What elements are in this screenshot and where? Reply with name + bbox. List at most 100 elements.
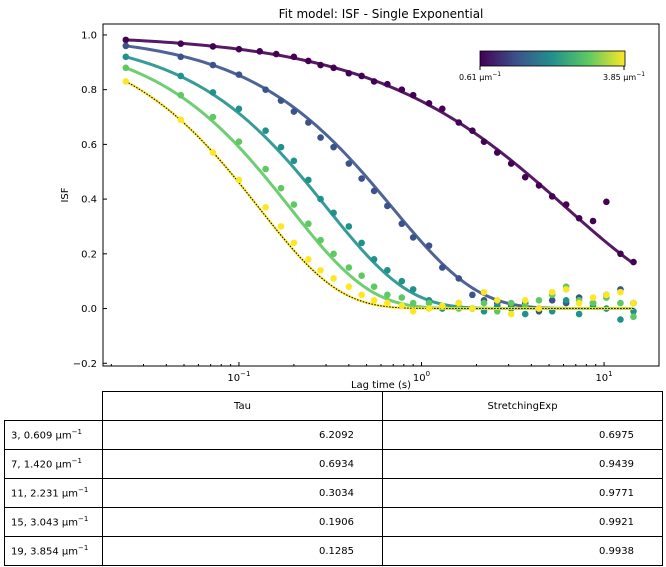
data-point xyxy=(177,116,185,124)
data-point xyxy=(305,176,312,184)
data-point xyxy=(330,275,337,282)
data-point xyxy=(262,165,269,173)
data-point xyxy=(398,294,406,301)
data-point xyxy=(235,138,243,145)
data-point xyxy=(235,105,243,113)
stretch-value: 0.9439 xyxy=(382,449,663,479)
data-point xyxy=(345,160,353,167)
data-point xyxy=(209,113,217,121)
x-tick-label: 100 xyxy=(413,370,430,384)
data-point xyxy=(345,264,353,271)
data-point xyxy=(575,214,583,222)
data-point xyxy=(535,297,543,304)
data-point xyxy=(409,307,417,315)
data-point xyxy=(384,266,391,274)
data-point xyxy=(480,138,488,145)
data-point xyxy=(603,291,610,299)
data-point xyxy=(122,53,130,61)
tau-value: 0.6934 xyxy=(102,449,383,479)
data-point xyxy=(277,184,285,192)
data-point xyxy=(480,288,488,296)
data-point xyxy=(317,195,324,203)
data-point xyxy=(384,299,391,307)
data-point xyxy=(122,42,130,50)
data-point xyxy=(469,127,476,134)
data-point xyxy=(562,201,570,208)
data-point xyxy=(235,176,243,184)
data-point xyxy=(562,286,570,293)
data-point xyxy=(575,299,583,307)
data-point xyxy=(617,288,624,296)
data-point xyxy=(345,283,353,290)
data-point xyxy=(507,310,515,318)
data-point xyxy=(617,299,624,307)
y-tick-label: −0.2 xyxy=(73,359,97,370)
data-point xyxy=(455,119,463,126)
data-point xyxy=(290,108,298,115)
fit-curve xyxy=(125,55,634,311)
data-point xyxy=(358,72,365,80)
colorbar: 0.61 μm−1 3.85 μm−1 xyxy=(459,50,645,82)
table-row: 11, 2.231 μm−1 0.3034 0.9771 xyxy=(4,478,663,508)
data-point xyxy=(262,86,269,93)
data-point xyxy=(398,302,406,310)
data-point xyxy=(370,78,378,85)
data-point xyxy=(439,302,446,310)
data-point xyxy=(425,242,433,249)
data-point xyxy=(305,119,312,126)
data-point xyxy=(305,255,312,263)
data-point xyxy=(209,43,217,50)
fit-curve xyxy=(125,66,634,311)
data-point xyxy=(548,288,556,296)
x-axis-label: Lag time (s) xyxy=(351,380,411,391)
data-point xyxy=(469,291,476,299)
fit-curve xyxy=(125,38,635,265)
y-tick-label: 0.8 xyxy=(81,85,97,96)
data-point xyxy=(277,223,285,230)
data-point xyxy=(384,80,391,88)
data-point xyxy=(305,57,312,65)
data-point xyxy=(122,64,130,72)
colorbar-max-label: 3.85 μm−1 xyxy=(603,71,645,82)
data-point xyxy=(589,299,597,307)
data-point xyxy=(177,40,185,47)
row-label: 3, 0.609 μm−1 xyxy=(4,420,103,450)
table-corner-cell xyxy=(4,391,103,421)
data-point xyxy=(370,283,378,290)
data-point xyxy=(358,239,365,247)
data-point xyxy=(177,91,185,99)
data-point xyxy=(256,48,264,55)
data-point xyxy=(358,291,365,299)
data-point xyxy=(290,239,298,247)
data-point xyxy=(384,202,391,210)
y-tick-label: 0.6 xyxy=(81,140,97,151)
data-point xyxy=(262,127,269,134)
data-point xyxy=(330,64,337,72)
stretch-value: 0.6975 xyxy=(382,420,663,450)
data-point xyxy=(305,220,312,228)
header-tau: Tau xyxy=(102,391,383,421)
data-point xyxy=(317,236,324,244)
data-point xyxy=(290,201,298,208)
data-point xyxy=(521,173,529,181)
y-tick-label: 0.2 xyxy=(81,249,97,260)
data-point xyxy=(469,305,476,312)
data-point xyxy=(384,291,391,299)
data-point xyxy=(370,187,378,195)
table-header-row: Tau StretchingExp xyxy=(4,391,663,421)
data-point xyxy=(455,275,463,282)
data-series xyxy=(122,36,637,323)
data-point xyxy=(535,182,543,189)
table-row: 7, 1.420 μm−1 0.6934 0.9439 xyxy=(4,449,663,479)
data-point xyxy=(290,157,298,165)
data-point xyxy=(617,316,624,323)
data-point xyxy=(480,299,488,307)
stretch-value: 0.9938 xyxy=(382,536,663,566)
tau-value: 6.2092 xyxy=(102,420,383,450)
data-point xyxy=(409,299,417,307)
data-point xyxy=(425,100,433,107)
data-point xyxy=(209,89,217,96)
data-point xyxy=(535,305,543,312)
data-point xyxy=(521,310,529,318)
data-point xyxy=(425,305,433,312)
